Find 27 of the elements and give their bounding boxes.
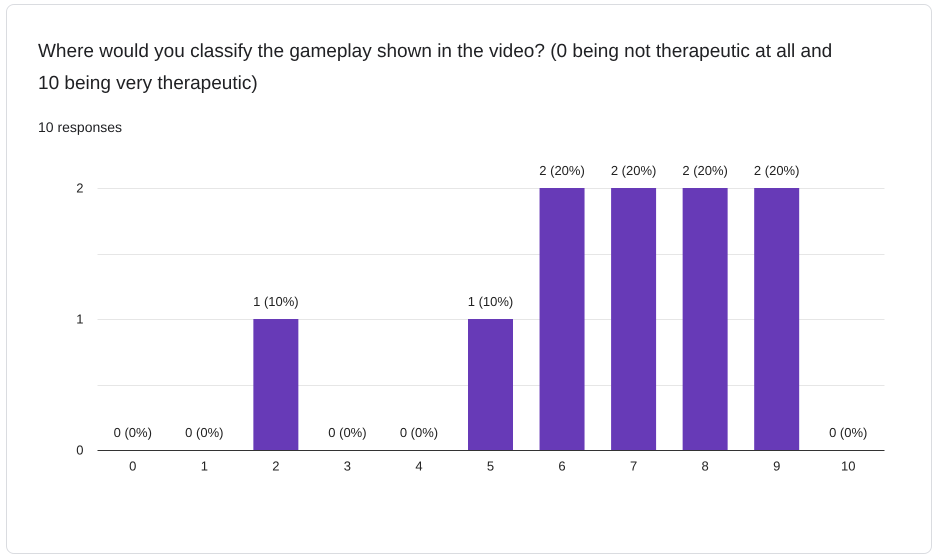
x-tick-label: 9 <box>773 458 780 474</box>
x-tick-label: 6 <box>558 458 566 474</box>
data-label: 2 (20%) <box>539 163 585 178</box>
y-tick-label: 2 <box>76 180 84 196</box>
data-label: 2 (20%) <box>754 163 800 178</box>
data-label: 0 (0%) <box>114 425 152 440</box>
y-tick-label: 1 <box>76 312 84 326</box>
chart-title: Where would you classify the gameplay shown in the video? (0 being not therapeutic at all and 10 being very therapeutic) <box>38 40 834 96</box>
data-label: 0 (0%) <box>829 425 868 440</box>
data-label: 0 (0%) <box>400 425 438 440</box>
data-label: 2 (20%) <box>682 163 728 178</box>
chart-subtitle: 10 responses <box>38 119 122 135</box>
x-tick-label: 5 <box>486 458 494 474</box>
x-tick-label: 4 <box>415 458 423 474</box>
x-tick-label: 2 <box>272 458 280 474</box>
data-label: 1 (10%) <box>253 294 299 309</box>
x-tick-label: 10 <box>840 458 856 474</box>
data-label: 0 (0%) <box>185 425 224 440</box>
data-label: 1 (10%) <box>468 294 514 309</box>
data-label: 2 (20%) <box>610 163 656 178</box>
x-tick-label: 1 <box>200 458 208 474</box>
x-tick-label: 8 <box>702 458 709 474</box>
y-tick-label: 0 <box>76 442 84 458</box>
x-tick-label: 3 <box>344 458 352 474</box>
x-tick-label: 0 <box>129 458 136 474</box>
x-tick-label: 7 <box>630 458 638 474</box>
data-label: 0 (0%) <box>328 425 367 440</box>
